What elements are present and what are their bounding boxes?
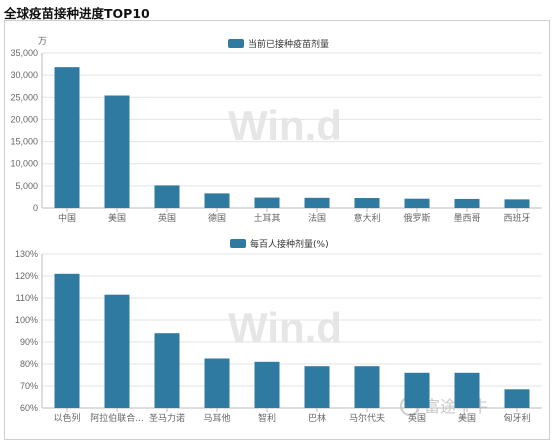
bottom-legend: 每百人接种剂量(%) [230, 238, 329, 250]
bot-y-tick-label: 110% [16, 293, 38, 303]
bot-bar [504, 389, 530, 408]
top-y-tick-label: 10,000 [10, 159, 38, 169]
bot-bar [354, 366, 380, 408]
bottom-y-axis: 60% 70% 80% 90% 100% 110% 120% 130% [15, 249, 38, 413]
top-bar [454, 198, 480, 208]
bot-y-tick-label: 130% [15, 249, 38, 259]
bot-category-label: 马耳他 [203, 412, 230, 424]
bot-bar [154, 333, 180, 408]
top-bar [204, 193, 230, 208]
bot-y-tick-label: 80% [20, 359, 38, 369]
bottom-legend-swatch [230, 239, 246, 248]
top-bar [54, 67, 80, 209]
bot-category-label: 美国 [458, 412, 476, 424]
bot-y-tick-label: 120% [15, 271, 38, 281]
bot-y-tick-label: 60% [20, 403, 38, 413]
bot-category-label: 以色列 [53, 412, 80, 424]
top-y-tick-label: 35,000 [10, 48, 38, 58]
top-category-label: 意大利 [353, 212, 380, 224]
bot-bar [454, 372, 480, 408]
watermark-bottom: Win.d [228, 304, 342, 351]
chart-frame [4, 20, 550, 440]
bot-y-tick-label: 100% [15, 315, 38, 325]
bot-bar [304, 366, 330, 408]
bot-category-label: 匈牙利 [503, 412, 530, 424]
bot-bar [404, 372, 430, 408]
top-category-label: 墨西哥 [453, 213, 480, 224]
top-category-label: 德国 [208, 212, 226, 224]
top-bar [504, 199, 530, 208]
top-bar [404, 198, 430, 208]
bottom-x-axis: 以色列 阿拉伯联合... 圣马力诺 马耳他 智利 巴林 马尔代夫 英国 美国 匈牙利 [53, 408, 531, 424]
bottom-legend-label: 每百人接种剂量(%) [250, 238, 329, 250]
bot-category-label: 圣马力诺 [149, 412, 185, 424]
bot-category-label: 马尔代夫 [349, 412, 385, 424]
top-category-label: 俄罗斯 [403, 212, 430, 224]
top-bar [304, 197, 330, 208]
top-y-tick-label: 5,000 [15, 181, 38, 191]
top-legend-label: 当前已接种疫苗剂量 [248, 38, 329, 50]
top-bar [104, 95, 130, 208]
top-y-tick-label: 20,000 [10, 114, 38, 124]
top-category-label: 法国 [308, 212, 326, 224]
top-bar [354, 198, 380, 208]
bot-bar [104, 294, 130, 408]
bot-category-label: 智利 [258, 412, 276, 424]
top-bar [154, 185, 180, 208]
bot-bar [254, 361, 280, 408]
top-category-label: 英国 [158, 212, 176, 224]
top-y-tick-label: 30,000 [10, 70, 38, 80]
page-title: 全球疫苗接种进度TOP10 [4, 6, 150, 21]
bot-category-label: 英国 [408, 412, 426, 424]
top-legend-swatch [228, 39, 244, 48]
top-unit-label: 万 [38, 37, 47, 47]
top-y-tick-label: 0 [33, 203, 38, 213]
bot-bar [204, 358, 230, 408]
bottom-bars [54, 273, 530, 408]
top-x-axis: 中国 美国 英国 德国 土耳其 法国 意大利 俄罗斯 墨西哥 西班牙 [58, 208, 531, 224]
bot-category-label: 巴林 [308, 412, 326, 424]
top-category-label: 美国 [108, 212, 126, 224]
top-y-tick-label: 15,000 [10, 137, 38, 147]
top-legend: 当前已接种疫苗剂量 [228, 38, 329, 50]
top-category-label: 西班牙 [503, 212, 530, 224]
bot-y-tick-label: 90% [20, 337, 38, 347]
top-y-tick-label: 25,000 [10, 92, 38, 102]
top-bar [254, 197, 280, 208]
bot-category-label: 阿拉伯联合... [90, 412, 144, 424]
top-bars [54, 67, 530, 209]
bot-bar [54, 273, 80, 408]
top-y-axis: 0 5,000 10,000 15,000 20,000 25,000 30,000 35,0… [10, 48, 38, 213]
top-category-label: 中国 [58, 212, 76, 224]
top-category-label: 土耳其 [253, 212, 280, 224]
bot-y-tick-label: 70% [20, 381, 38, 391]
